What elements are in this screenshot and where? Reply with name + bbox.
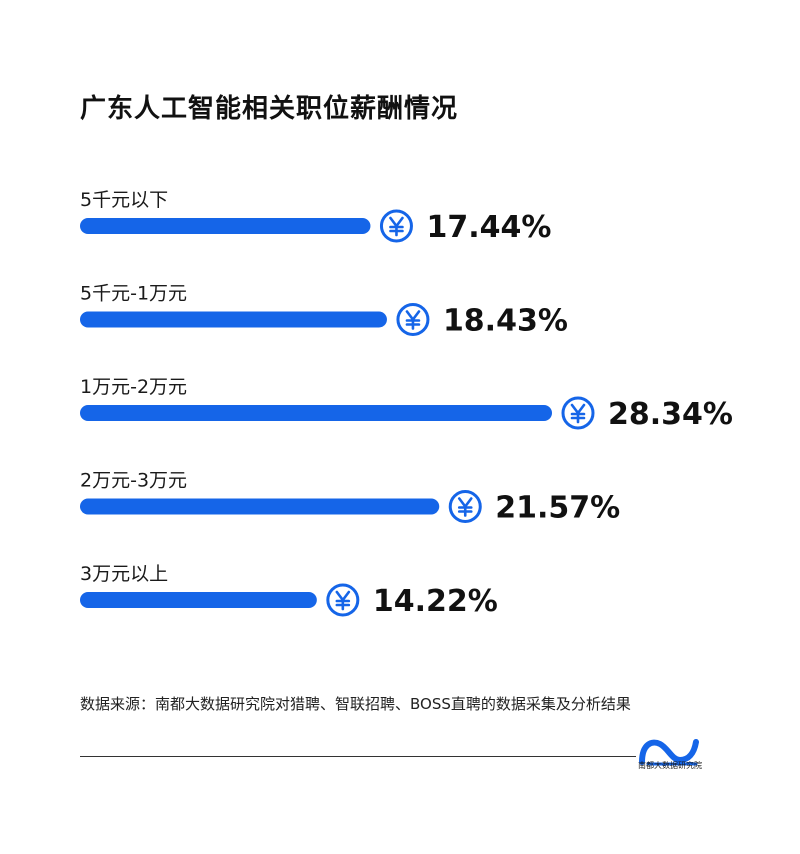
bar [80,405,552,421]
bar [80,311,387,328]
yuan-coin-icon [326,583,360,617]
yuan-coin-icon [379,209,413,243]
category-label: 2万元-3万元 [80,470,187,492]
bar [80,218,371,234]
nandu-logo-icon [639,739,699,766]
bar [80,498,440,515]
yuan-coin-icon [396,303,430,336]
value-label: 14.22% [373,584,498,619]
yuan-coin-icon [448,490,482,523]
bar-chart: 5千元以下 17.44% 5千元-1万元 18.43% 1万元-2万元 28.34% 2万元… [80,189,733,619]
value-label: 17.44% [426,210,551,245]
footer-divider [80,756,636,757]
yuan-coin-icon [561,396,595,430]
bar [80,592,317,608]
category-label: 3万元以上 [80,563,168,585]
value-label: 18.43% [443,304,568,339]
category-label: 5千元以下 [80,189,168,211]
category-label: 5千元-1万元 [80,283,187,305]
value-label: 28.34% [608,397,733,432]
logo-text: 南都大数据研究院 [638,761,702,770]
chart-title: 广东人工智能相关职位薪酬情况 [80,94,459,124]
category-label: 1万元-2万元 [80,376,187,398]
data-source-note: 数据来源：南都大数据研究院对猎聘、智联招聘、BOSS直聘的数据采集及分析结果 [80,695,631,713]
value-label: 21.57% [495,491,620,526]
